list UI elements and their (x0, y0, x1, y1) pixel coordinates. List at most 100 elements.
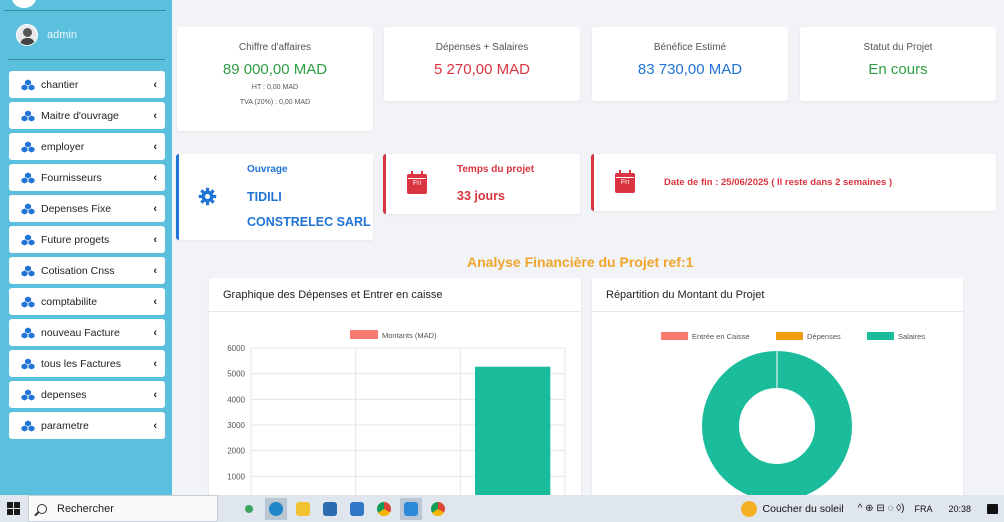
sidebar-item-label: Maitre d'ouvrage (41, 109, 119, 122)
chevron-left-icon: ‹ (153, 264, 157, 277)
chevron-left-icon: ‹ (153, 388, 157, 401)
sidebar-item[interactable]: Cotisation Cnss ‹ (9, 257, 165, 284)
expenses-card: Dépenses + Salaires 5 270,00 MAD (384, 27, 580, 101)
sidebar-item-label: parametre (41, 419, 89, 432)
ouvrage-name: TIDILI (247, 190, 282, 204)
sidebar-item[interactable]: Depenses Fixe ‹ (9, 195, 165, 222)
calendar-icon: Fri (615, 170, 635, 193)
legend-swatch (867, 332, 894, 340)
y-tick-label: 6000 (227, 344, 245, 353)
sidebar-item[interactable]: depenses ‹ (9, 381, 165, 408)
sidebar: admin chantier ‹ Maitre d'ouvrage ‹ employer… (0, 0, 172, 495)
weather-text[interactable]: Coucher du soleil (762, 502, 844, 515)
notification-icon[interactable] (987, 503, 998, 514)
sidebar-item-label: employer (41, 140, 85, 153)
taskbar: Rechercher Coucher du soleil ^ ⊕ ⊟ ◌ ◊) … (0, 495, 1004, 522)
sidebar-item[interactable]: Maitre d'ouvrage ‹ (9, 102, 165, 129)
revenue-card: Chiffre d'affaires 89 000,00 MAD HT : 0,… (177, 27, 373, 131)
sidebar-item[interactable]: parametre ‹ (9, 412, 165, 439)
legend-label: Salaires (898, 332, 925, 341)
avatar (16, 24, 38, 46)
ouvrage-title: Ouvrage (247, 164, 288, 175)
cubes-icon (21, 327, 35, 338)
calendar-day: Fri (412, 180, 422, 187)
taskbar-app-chrome[interactable] (373, 498, 395, 520)
sidebar-item[interactable]: employer ‹ (9, 133, 165, 160)
revenue-label: Chiffre d'affaires (238, 42, 312, 53)
chevron-left-icon: ‹ (153, 419, 157, 432)
taskbar-app-explorer[interactable] (292, 498, 314, 520)
revenue-ht: HT : 0,00 MAD (251, 84, 299, 91)
system-tray: Coucher du soleil ^ ⊕ ⊟ ◌ ◊) FRA 20:38 (740, 495, 998, 522)
bar-chart-title: Graphique des Dépenses et Entrer en cais… (209, 278, 581, 312)
pie-chart-panel: Répartition du Montant du Projet Entrée … (592, 278, 963, 498)
duration-value: 33 jours (457, 189, 505, 203)
sidebar-item[interactable]: chantier ‹ (9, 71, 165, 98)
sidebar-item-label: Cotisation Cnss (41, 264, 115, 277)
taskbar-search-label: Rechercher (57, 502, 114, 515)
cubes-icon (21, 265, 35, 276)
language-indicator[interactable]: FRA (914, 503, 933, 514)
bar-chart: Montants (MAD)6000500040003000200010000 (227, 330, 566, 498)
taskbar-app-edge[interactable] (265, 497, 287, 520)
ouvrage-card: Ouvrage TIDILI CONSTRELEC SARL (176, 154, 373, 240)
status-label: Statut du Projet (863, 42, 933, 53)
chevron-left-icon: ‹ (153, 140, 157, 153)
end-date-text: Date de fin : 25/06/2025 ( Il reste dans… (664, 177, 893, 188)
cubes-icon (21, 234, 35, 245)
cubes-icon (21, 172, 35, 183)
sidebar-item[interactable]: tous les Factures ‹ (9, 350, 165, 377)
chevron-left-icon: ‹ (153, 78, 157, 91)
tray-icons[interactable]: ^ ⊕ ⊟ ◌ ◊) (857, 503, 905, 514)
bar (474, 366, 551, 498)
sidebar-item-label: tous les Factures (41, 357, 121, 370)
y-tick-label: 4000 (227, 395, 245, 404)
taskbar-app-widgets[interactable] (238, 498, 260, 520)
ouvrage-company: CONSTRELEC SARL (247, 215, 371, 229)
legend-label: Entrée en Caisse (692, 332, 750, 341)
pie-chart: Entrée en Caisse Dépenses Salaires (661, 332, 925, 498)
taskbar-search[interactable]: Rechercher (28, 495, 218, 522)
taskbar-app-store[interactable] (319, 498, 341, 520)
sidebar-item[interactable]: Future progets ‹ (9, 226, 165, 253)
chevron-left-icon: ‹ (153, 233, 157, 246)
bar-chart-panel: Graphique des Dépenses et Entrer en cais… (209, 278, 581, 498)
windows-start-icon[interactable] (7, 502, 20, 515)
taskbar-app-vscode[interactable] (400, 497, 422, 520)
y-tick-label: 5000 (227, 370, 245, 379)
expenses-value: 5 270,00 MAD (434, 61, 530, 78)
user-panel[interactable]: admin (16, 24, 77, 46)
legend-label: Montants (MAD) (382, 331, 437, 340)
chevron-left-icon: ‹ (153, 357, 157, 370)
sidebar-item[interactable]: Fournisseurs ‹ (9, 164, 165, 191)
sidebar-item-label: depenses (41, 388, 87, 401)
pie-chart-title: Répartition du Montant du Projet (592, 278, 963, 312)
revenue-value: 89 000,00 MAD (222, 61, 328, 78)
expenses-label: Dépenses + Salaires (435, 42, 529, 53)
status-card: Statut du Projet En cours (800, 27, 996, 101)
profit-card: Bénéfice Estimé 83 730,00 MAD (592, 27, 788, 101)
chevron-left-icon: ‹ (153, 109, 157, 122)
y-tick-label: 2000 (227, 447, 245, 456)
duration-card: Fri Temps du projet 33 jours (383, 154, 580, 214)
legend-label: Dépenses (807, 332, 841, 341)
cubes-icon (21, 389, 35, 400)
profit-label: Bénéfice Estimé (653, 42, 727, 53)
legend-swatch (350, 330, 378, 339)
cubes-icon (21, 141, 35, 152)
gear-icon (198, 187, 217, 206)
taskbar-app-outlook[interactable] (346, 498, 368, 520)
sidebar-item[interactable]: nouveau Facture ‹ (9, 319, 165, 346)
status-value: En cours (868, 61, 928, 78)
cubes-icon (21, 358, 35, 369)
logo (12, 0, 36, 8)
cubes-icon (21, 420, 35, 431)
taskbar-app-chrome-2[interactable] (427, 498, 449, 520)
sidebar-divider (8, 59, 165, 60)
sidebar-item[interactable]: comptabilite ‹ (9, 288, 165, 315)
end-date-card: Fri Date de fin : 25/06/2025 ( Il reste … (591, 154, 996, 211)
search-icon (37, 503, 47, 514)
clock[interactable]: 20:38 (948, 503, 971, 514)
sidebar-item-label: Fournisseurs (41, 171, 102, 184)
weather-sun-icon[interactable] (740, 500, 757, 517)
